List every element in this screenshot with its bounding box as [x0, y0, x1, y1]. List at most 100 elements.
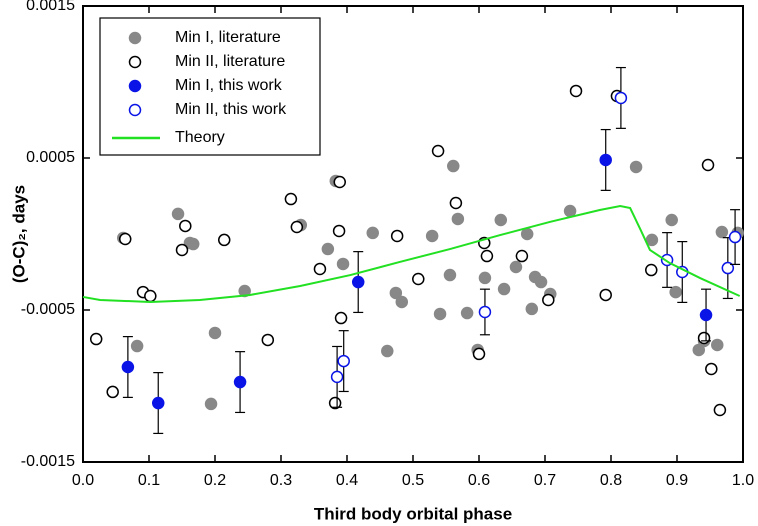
data-point	[699, 308, 713, 322]
data-point	[629, 160, 643, 174]
data-point	[721, 261, 735, 275]
data-point	[118, 232, 132, 246]
data-point	[563, 204, 577, 218]
data-point	[233, 375, 247, 389]
data-point	[175, 243, 189, 257]
data-point	[728, 230, 742, 244]
data-point	[337, 354, 350, 368]
data-point	[701, 158, 715, 172]
data-point	[599, 288, 612, 302]
y-tick-label: 0.0015	[26, 0, 75, 14]
data-point	[121, 360, 135, 374]
data-point	[208, 326, 222, 340]
data-point	[321, 242, 335, 256]
data-point	[665, 213, 678, 227]
data-point	[284, 192, 298, 206]
legend-marker	[128, 55, 142, 69]
data-point	[238, 284, 251, 298]
x-tick-label: 0.5	[402, 472, 424, 489]
data-point	[333, 175, 346, 189]
data-point	[389, 286, 403, 300]
data-point	[290, 220, 304, 234]
x-tick-label: 0.1	[138, 472, 160, 489]
x-tick-label: 0.6	[468, 472, 490, 489]
data-point	[451, 212, 465, 226]
x-tick-label: 0.4	[336, 472, 358, 489]
data-point	[204, 397, 218, 411]
data-point	[509, 260, 523, 274]
data-point	[332, 224, 346, 238]
data-point	[171, 207, 185, 221]
data-point	[151, 396, 165, 410]
data-point	[381, 344, 394, 358]
data-point	[336, 257, 350, 271]
legend-label: Min I, this work	[175, 77, 283, 94]
data-point	[497, 282, 511, 296]
data-point	[645, 233, 659, 247]
x-tick-label: 0.3	[270, 472, 292, 489]
data-point	[494, 213, 508, 227]
y-tick-label: -0.0015	[21, 453, 75, 470]
data-point	[351, 275, 365, 289]
data-point	[472, 347, 486, 361]
data-point	[144, 289, 157, 303]
data-point	[460, 306, 474, 320]
x-tick-label: 0.9	[666, 472, 688, 489]
data-point	[692, 343, 706, 357]
legend-marker	[128, 103, 142, 117]
data-point	[525, 302, 539, 316]
legend-marker	[128, 79, 142, 93]
data-point	[412, 272, 425, 286]
data-point	[520, 227, 534, 241]
data-point	[715, 225, 729, 239]
data-point	[711, 338, 724, 352]
data-point	[443, 268, 457, 282]
data-point	[480, 249, 494, 263]
data-point	[713, 403, 727, 417]
data-point	[425, 229, 439, 243]
data-point	[179, 219, 192, 233]
data-point	[261, 333, 275, 347]
data-point	[449, 196, 463, 210]
data-point	[669, 285, 682, 299]
legend-label: Min II, literature	[175, 53, 285, 70]
data-point	[478, 305, 492, 319]
data-point	[130, 339, 144, 353]
data-point	[569, 84, 583, 98]
data-point	[330, 370, 344, 384]
data-point	[599, 153, 612, 167]
y-axis-title: (O-C)₂, days	[9, 185, 28, 283]
data-point	[697, 331, 711, 345]
data-point	[390, 229, 404, 243]
data-point	[433, 307, 447, 321]
data-point	[515, 249, 529, 263]
data-point	[328, 396, 342, 410]
data-point	[313, 262, 327, 276]
data-point	[106, 385, 119, 399]
x-tick-label: 0.0	[72, 472, 94, 489]
data-point	[431, 144, 445, 158]
legend-label: Theory	[175, 129, 225, 146]
data-point	[366, 226, 379, 240]
legend-label: Min I, literature	[175, 29, 281, 46]
data-point	[534, 275, 548, 289]
data-point	[478, 271, 492, 285]
y-tick-label: 0.0005	[26, 149, 75, 166]
x-tick-label: 0.2	[204, 472, 226, 489]
legend-marker	[128, 31, 142, 45]
data-point	[447, 159, 460, 173]
data-point	[705, 362, 718, 376]
legend-label: Min II, this work	[175, 101, 287, 118]
data-point	[334, 311, 348, 325]
data-point	[186, 237, 200, 251]
x-tick-label: 0.7	[534, 472, 556, 489]
data-point	[395, 295, 409, 309]
x-tick-label: 1.0	[732, 472, 754, 489]
data-point	[614, 91, 628, 105]
y-tick-label: -0.0005	[21, 301, 75, 318]
data-point	[645, 263, 658, 277]
theory-line	[82, 205, 741, 303]
x-tick-label: 0.8	[600, 472, 622, 489]
data-point	[542, 293, 555, 307]
